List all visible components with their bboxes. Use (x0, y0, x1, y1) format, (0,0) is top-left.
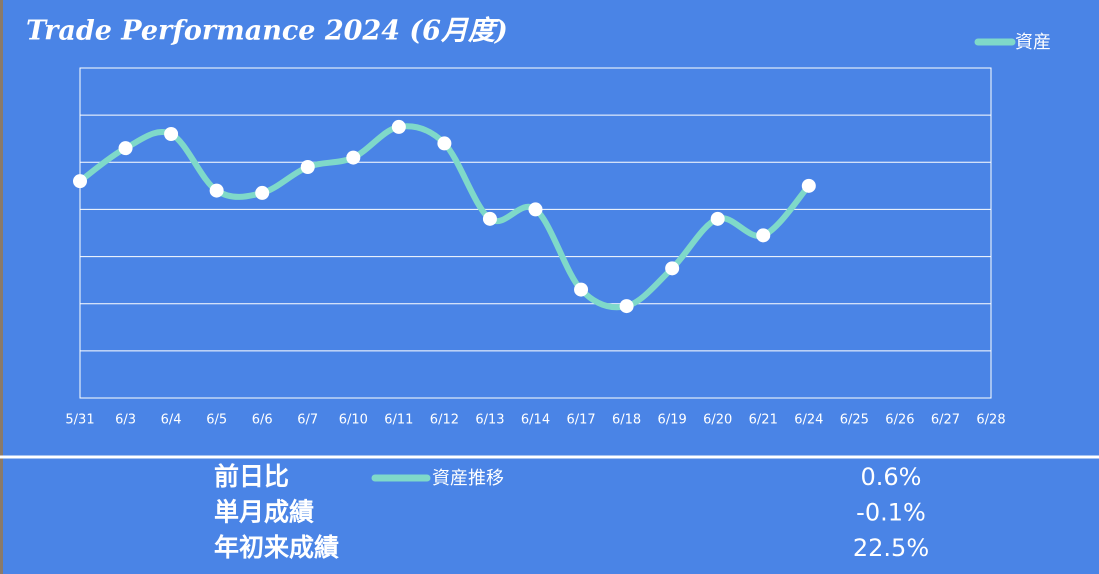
x-tick-label: 6/6 (252, 413, 273, 428)
point (391, 119, 406, 134)
summary-legend: 資産推移 (432, 468, 504, 489)
x-tick-label: 6/19 (658, 413, 687, 428)
point (619, 299, 634, 314)
point (574, 282, 589, 297)
x-tick-label: 6/28 (976, 413, 1005, 428)
x-tick-label: 6/25 (840, 413, 869, 428)
x-tick-label: 6/3 (115, 413, 136, 428)
point (665, 261, 680, 276)
chart-title: Trade Performance 2024 (6月度) (26, 16, 508, 47)
summary-label: 年初来成績 (214, 533, 339, 562)
x-tick-label: 6/4 (161, 413, 182, 428)
point (346, 150, 361, 165)
x-tick-label: 6/18 (612, 413, 641, 428)
point (73, 174, 87, 189)
x-tick-label: 6/24 (794, 413, 823, 428)
summary-value: 0.6% (861, 463, 922, 491)
point (118, 141, 133, 156)
x-tick-label: 6/5 (206, 413, 227, 428)
point (164, 127, 179, 141)
point (482, 211, 497, 226)
summary-value: -0.1% (856, 499, 926, 527)
x-tick-label: 6/17 (566, 413, 595, 428)
summary-value: 22.5% (853, 534, 929, 562)
point (437, 136, 452, 151)
point (300, 160, 315, 174)
point (528, 202, 543, 217)
x-tick-label: 6/14 (521, 413, 550, 428)
point (756, 228, 771, 243)
line (77, 123, 812, 311)
x-tick-label: 6/20 (703, 413, 732, 428)
point (255, 185, 270, 200)
summary-label: 単月成績 (214, 498, 314, 527)
x-tick-label: 5/31 (65, 413, 94, 428)
x-tick-label: 6/21 (749, 413, 778, 428)
x-tick-label: 6/27 (931, 413, 960, 428)
x-tick-label: 6/12 (430, 413, 459, 428)
point (710, 211, 725, 226)
x-tick-label: 6/11 (384, 413, 413, 428)
point (801, 178, 816, 193)
summary-label: 前日比 (214, 462, 289, 491)
x-tick-label: 6/26 (885, 413, 914, 428)
x-tick-label: 6/13 (475, 413, 504, 428)
x-tick-label: 6/10 (339, 413, 368, 428)
legend-label: 資産 (1015, 32, 1051, 53)
x-tick-label: 6/7 (297, 413, 318, 428)
point (209, 183, 224, 198)
left-edge (0, 0, 3, 574)
